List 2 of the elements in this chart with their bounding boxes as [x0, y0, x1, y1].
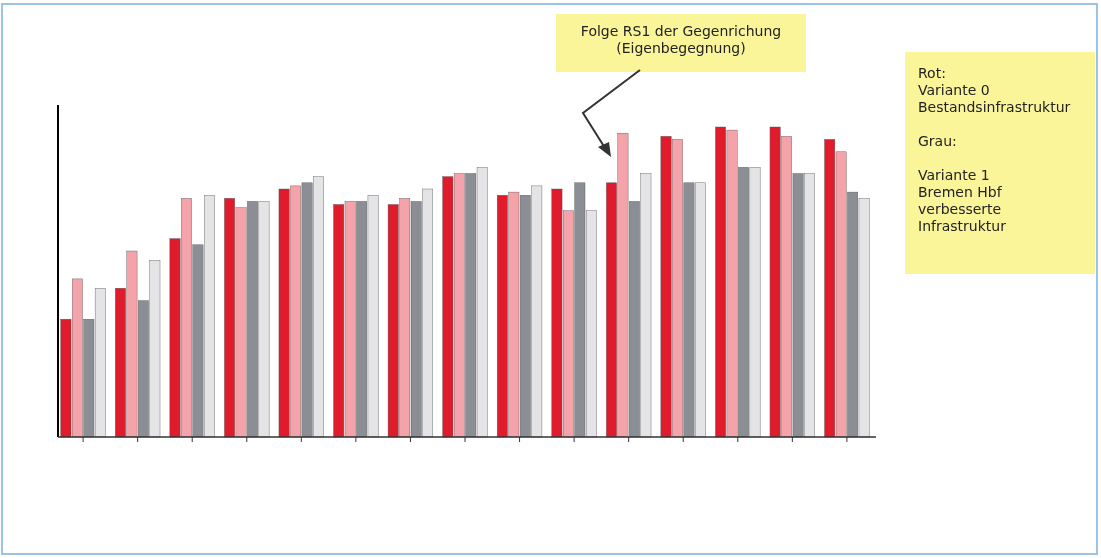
text: Rot: Variante 0 Bestandsinfrastruktur Grau: Variante 1 Bremen Hbf verbesserte Infrastruktur [918, 65, 1071, 234]
text: Folge RS1 der Gegenrichung (Eigenbegegnung) [580, 23, 782, 56]
